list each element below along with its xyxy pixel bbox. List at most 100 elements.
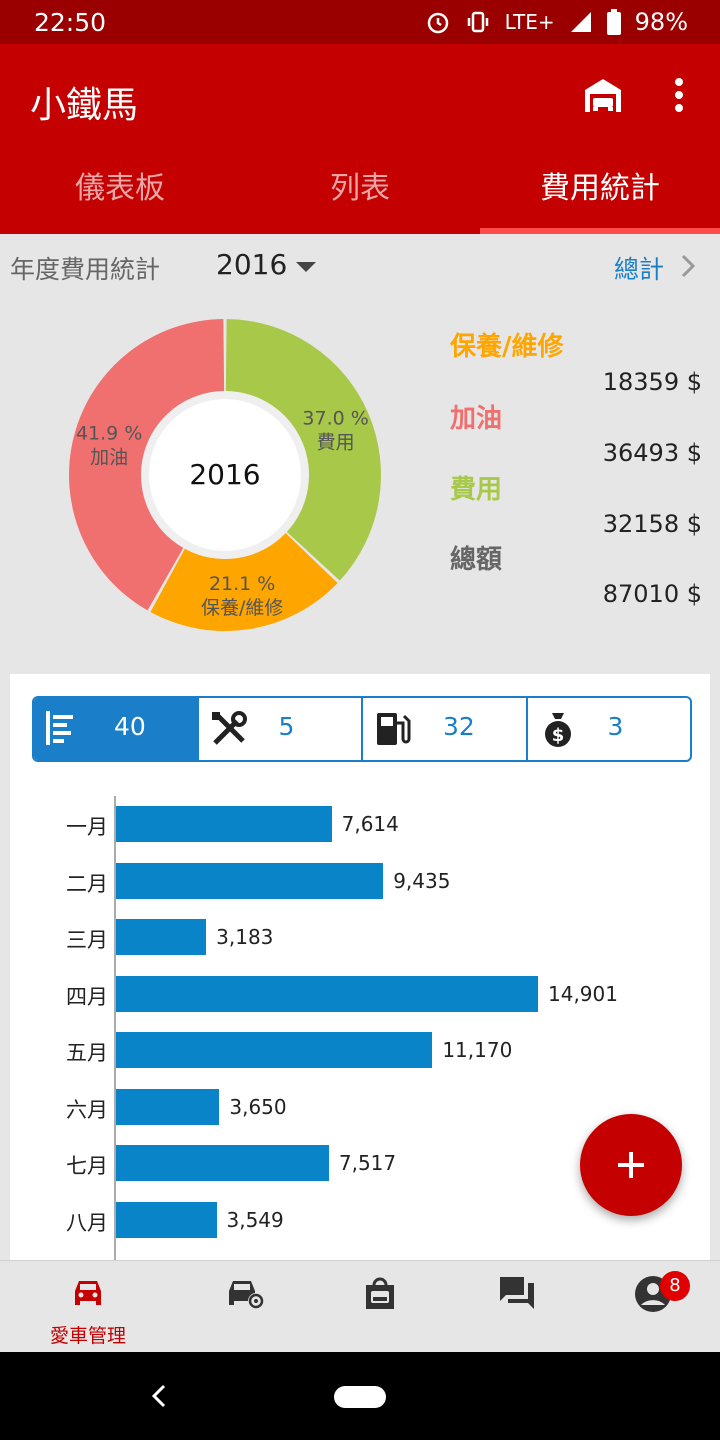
tab-dashboard[interactable]: 儀表板 [75, 171, 165, 206]
bar-value-label: 7,517 [338, 1151, 397, 1175]
year-stats-label: 年度費用統計 [10, 255, 161, 284]
nav-car-settings[interactable] [172, 1261, 316, 1353]
bar[interactable] [116, 975, 538, 1012]
filter-maintenance-count: 5 [278, 712, 295, 741]
legend-expense: 費用 [450, 475, 503, 505]
garage-icon[interactable] [582, 74, 624, 116]
bar[interactable] [116, 806, 332, 842]
legend-expense-value: 32158 $ [602, 510, 702, 538]
legend-fuel: 加油 [450, 404, 503, 434]
donut-slice [225, 319, 382, 581]
legend-total-value: 87010 $ [602, 580, 702, 608]
tab-bar: 儀表板 列表 費用統計 [0, 156, 720, 234]
bar[interactable] [116, 1201, 217, 1238]
bar-category-label: 四月 [66, 984, 108, 1009]
battery-level: 98% [634, 8, 688, 36]
status-bar: 22:50 LTE+ 98% [0, 0, 720, 44]
monthly-bar-chart: 一月 7,614 二月 9,435 三月 3,183 四月 14,901 五月 11,170 六月 3… [10, 784, 710, 1274]
donut-chart: 2016 37.0 %費用 21.1 %保養/維修 41.9 %加油 [68, 319, 382, 631]
signal-icon [570, 12, 591, 32]
bar[interactable] [116, 1088, 220, 1125]
donut-slice-percent: 37.0 % [302, 407, 368, 429]
bar[interactable] [116, 1145, 329, 1181]
donut-slice-name: 加油 [90, 447, 128, 469]
vibrate-icon [467, 11, 488, 33]
more-vert-icon[interactable] [666, 74, 692, 116]
bar-value-label: 11,170 [442, 1038, 513, 1062]
bottom-nav: 愛車管理 8 [0, 1260, 720, 1353]
donut-slice-name: 費用 [317, 431, 355, 453]
battery-icon [606, 9, 621, 35]
donut-center-label: 2016 [189, 458, 260, 491]
system-nav-bar [0, 1352, 720, 1440]
nav-car-management[interactable]: 愛車管理 [16, 1261, 160, 1353]
dropdown-caret-icon[interactable] [296, 262, 316, 272]
legend-fuel-value: 36493 $ [602, 439, 702, 467]
bar-value-label: 9,435 [393, 868, 451, 893]
filter-segment: 40 5 32 $ 3 [32, 696, 692, 762]
bar-category-label: 一月 [66, 815, 108, 839]
filter-fuel-count: 32 [443, 712, 475, 741]
bar[interactable] [116, 862, 384, 899]
nav-messages[interactable] [444, 1261, 588, 1353]
add-record-button[interactable] [580, 1114, 682, 1216]
network-type: LTE+ [504, 10, 555, 34]
total-link[interactable]: 總計 [614, 255, 665, 284]
app-title: 小鐵馬 [30, 85, 139, 126]
car-settings-icon [229, 1281, 264, 1309]
filter-expense-count: 3 [607, 712, 624, 741]
filter-maintenance[interactable]: 5 [199, 698, 363, 760]
nav-car-management-label: 愛車管理 [49, 1325, 126, 1347]
car-icon [75, 1281, 101, 1305]
year-selector[interactable]: 2016 [216, 248, 288, 281]
bar-value-label: 3,183 [216, 925, 274, 949]
tab-list[interactable]: 列表 [330, 171, 390, 206]
status-time: 22:50 [34, 8, 107, 37]
donut-slice [68, 319, 225, 611]
fuel-icon [377, 713, 411, 745]
bar-value-label: 3,650 [229, 1094, 287, 1119]
chevron-right-icon[interactable] [680, 254, 696, 278]
donut-center [149, 399, 301, 551]
bar[interactable] [116, 919, 207, 955]
alarm-icon [427, 12, 448, 34]
legend-total: 總額 [450, 545, 503, 575]
bar-category-label: 二月 [66, 871, 108, 896]
chat-icon [500, 1277, 534, 1309]
filter-fuel[interactable]: 32 [363, 698, 528, 760]
filter-all-count: 40 [114, 712, 146, 741]
bar-value-label: 14,901 [548, 981, 618, 1006]
nav-account[interactable]: 8 [580, 1261, 720, 1353]
year-row: 年度費用統計 2016 總計 [0, 234, 720, 298]
legend-maintenance-value: 18359 $ [602, 368, 702, 396]
bar-category-label: 六月 [66, 1097, 108, 1122]
donut-slice-percent: 41.9 % [76, 423, 142, 445]
bar-category-label: 七月 [66, 1154, 108, 1178]
chart-axis [114, 796, 116, 1274]
back-icon[interactable] [148, 1382, 170, 1410]
filter-all[interactable]: 40 [34, 698, 199, 760]
donut-slice [150, 533, 338, 631]
bar-value-label: 3,549 [226, 1207, 284, 1232]
donut-slice-percent: 21.1 % [209, 573, 275, 595]
bar-category-label: 五月 [66, 1041, 108, 1065]
shop-icon [366, 1277, 394, 1309]
donut-slice-name: 保養/維修 [201, 597, 283, 619]
money-bag-icon: $ [544, 713, 571, 747]
filter-expense[interactable]: $ 3 [528, 698, 691, 760]
bar-category-label: 八月 [66, 1210, 108, 1235]
bar-category-label: 三月 [66, 928, 108, 952]
status-icons: LTE+ 98% [425, 8, 688, 36]
list-icon [46, 711, 73, 745]
bar-value-label: 7,614 [341, 812, 399, 836]
home-pill[interactable] [334, 1386, 386, 1408]
svg-text:$: $ [551, 725, 564, 746]
tools-icon [211, 711, 247, 745]
tab-expense-stats[interactable]: 費用統計 [480, 156, 720, 234]
legend-maintenance: 保養/維修 [450, 332, 564, 362]
notification-badge: 8 [660, 1271, 690, 1301]
monthly-card: 40 5 32 $ 3 [10, 674, 710, 1274]
app-bar: 小鐵馬 儀表板 列表 費用統計 [0, 44, 720, 234]
bar[interactable] [116, 1032, 433, 1068]
nav-shop[interactable] [308, 1261, 452, 1353]
